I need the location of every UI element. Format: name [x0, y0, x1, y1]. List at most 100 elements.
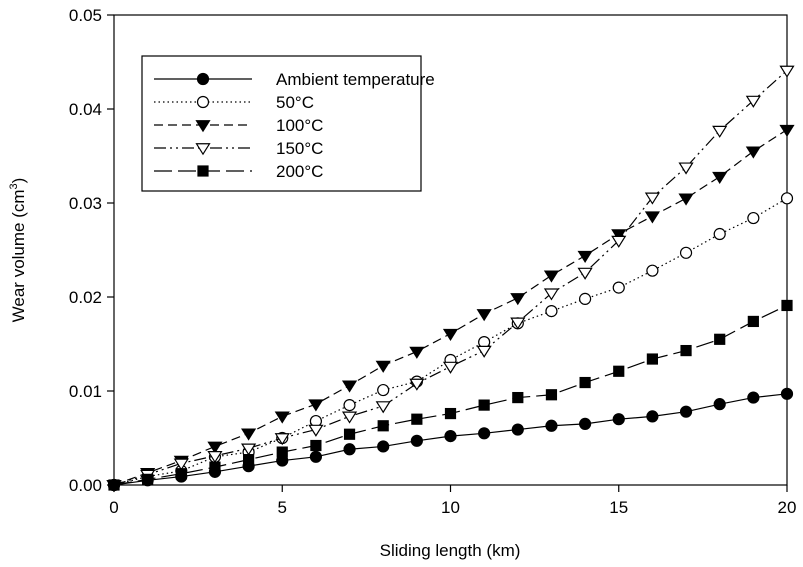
series-4 — [108, 299, 793, 491]
legend-entry: 150°C — [154, 139, 323, 158]
data-point — [613, 365, 625, 377]
x-tick-label: 10 — [441, 498, 460, 517]
y-tick-label: 0.01 — [69, 382, 102, 401]
data-point — [377, 440, 390, 453]
data-point — [747, 211, 760, 225]
series-3 — [106, 65, 795, 493]
data-point — [478, 399, 490, 411]
data-point — [545, 305, 558, 318]
x-axis: 0 5 10 15 20 — [109, 485, 796, 517]
data-point — [679, 405, 693, 418]
data-point — [310, 439, 322, 452]
data-point — [779, 65, 795, 78]
data-point — [679, 246, 693, 259]
data-point — [274, 433, 290, 446]
data-point — [442, 328, 459, 341]
data-point — [409, 378, 425, 391]
data-point — [411, 413, 423, 425]
data-point — [209, 461, 221, 473]
data-point — [780, 387, 794, 400]
y-axis-title: Wear volume (cm3) — [8, 178, 28, 323]
y-tick-label: 0.00 — [69, 476, 102, 495]
data-point — [241, 428, 257, 441]
data-point — [612, 281, 625, 294]
data-point — [308, 399, 324, 412]
data-point — [747, 391, 760, 404]
data-point — [309, 450, 322, 463]
data-point — [747, 315, 759, 328]
data-point — [713, 398, 726, 411]
y-tick-label: 0.04 — [69, 100, 102, 119]
legend-entry: 50°C — [154, 93, 314, 112]
data-point — [241, 443, 257, 456]
data-point — [646, 353, 659, 365]
x-tick-label: 0 — [109, 498, 118, 517]
legend-label: 50°C — [276, 93, 314, 112]
data-point — [510, 317, 526, 330]
data-point — [274, 411, 290, 424]
data-point — [545, 419, 558, 432]
legend-label: Ambient temperature — [276, 70, 435, 89]
legend-marker — [195, 120, 211, 133]
y-axis: 0.00 0.01 0.02 0.03 0.04 0.05 — [69, 6, 114, 495]
data-point — [173, 458, 189, 471]
data-point — [579, 376, 591, 389]
legend-label: 150°C — [276, 139, 323, 158]
data-point — [543, 270, 560, 283]
data-point — [713, 227, 726, 241]
data-point — [476, 309, 492, 322]
data-point — [780, 192, 794, 205]
x-tick-label: 15 — [609, 498, 628, 517]
data-point — [578, 292, 592, 305]
data-point — [646, 410, 659, 423]
legend-marker — [195, 143, 211, 156]
legend-entry: Ambient temperature — [154, 70, 435, 89]
data-point — [512, 391, 524, 404]
y-tick-label: 0.03 — [69, 194, 102, 213]
data-point — [678, 162, 694, 175]
data-point — [207, 451, 223, 464]
data-point — [577, 267, 593, 280]
data-point — [409, 346, 425, 359]
legend-marker — [196, 95, 210, 109]
data-point — [577, 250, 593, 263]
data-point — [578, 417, 592, 430]
data-point — [646, 264, 659, 277]
legend-entry: 100°C — [154, 116, 323, 135]
data-point — [375, 401, 391, 414]
data-point — [243, 454, 255, 466]
data-point — [142, 473, 154, 485]
y-tick-label: 0.05 — [69, 6, 102, 25]
data-point — [611, 235, 627, 248]
data-point — [207, 441, 223, 454]
data-point — [545, 389, 558, 401]
data-point — [644, 192, 660, 205]
data-point — [644, 211, 660, 224]
data-point — [678, 193, 694, 206]
y-tick-label: 0.02 — [69, 288, 102, 307]
data-point — [745, 146, 761, 159]
data-point — [511, 423, 524, 436]
data-point — [308, 424, 324, 437]
data-point — [375, 360, 391, 373]
data-point — [442, 361, 459, 374]
data-point — [779, 124, 795, 137]
data-point — [444, 407, 457, 420]
data-point — [781, 299, 793, 312]
data-point — [680, 344, 692, 357]
data-point — [276, 446, 288, 458]
legend-label: 100°C — [276, 116, 323, 135]
legend: Ambient temperature 50°C 100°C 150°C 200°C — [141, 55, 435, 192]
series-0 — [107, 387, 794, 492]
data-point — [612, 413, 625, 426]
data-point — [377, 383, 390, 397]
legend-marker — [197, 165, 209, 177]
series-layer — [106, 65, 795, 493]
data-point — [175, 468, 187, 480]
data-point — [341, 380, 358, 393]
data-point — [341, 411, 358, 424]
x-axis-title: Sliding length (km) — [380, 541, 521, 560]
data-point — [343, 443, 356, 456]
y-axis-title-sup: 3 — [8, 183, 20, 189]
